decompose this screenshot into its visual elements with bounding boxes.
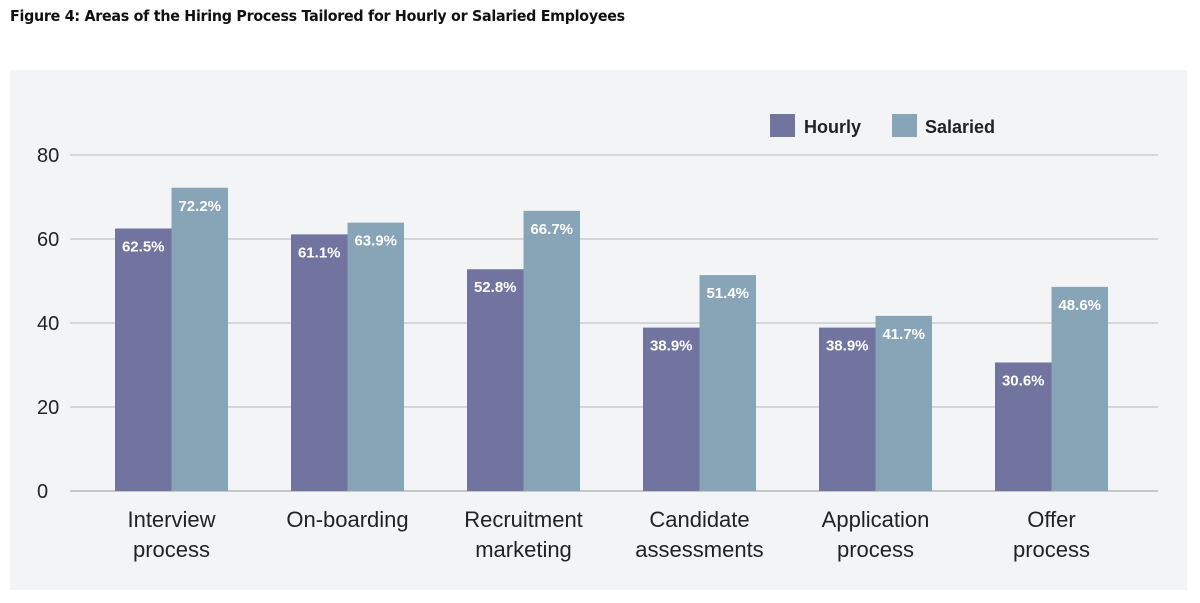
y-tick-label: 0 [37,481,48,503]
x-category-label: On-boarding [286,507,408,532]
bar-salaried [523,210,580,492]
data-label: 61.1% [298,244,341,261]
y-tick-label: 20 [37,397,59,419]
bar-salaried [1051,286,1108,491]
data-label: 41.7% [882,326,925,343]
data-label: 62.5% [122,239,165,256]
x-category-label: Recruitment marketing [464,507,583,562]
data-label: 72.2% [178,198,221,215]
x-category-label: Candidate assessments [635,507,763,562]
bar-hourly [467,269,524,491]
bar-hourly [643,327,700,491]
data-label: 48.6% [1058,297,1101,314]
x-category-label: Application process [822,507,930,562]
legend-label-hourly: Hourly [804,117,861,137]
bar-salaried [699,275,756,491]
data-label: 38.9% [650,338,693,355]
x-category-label: Interview process [127,507,215,562]
bar-hourly [291,234,348,491]
bar-hourly [819,327,876,491]
bar-hourly [995,362,1052,491]
x-category-label: Offer process [1013,507,1090,562]
data-label: 51.4% [706,285,749,302]
y-tick-label: 60 [37,229,59,251]
data-label: 38.9% [826,338,869,355]
data-label: 52.8% [474,279,517,296]
bar-salaried [171,187,228,491]
data-label: 63.9% [354,233,397,250]
bar-hourly [115,228,172,491]
bar-salaried [347,222,404,491]
bar-salaried [875,315,932,491]
figure-title: Figure 4: Areas of the Hiring Process Ta… [10,7,625,25]
legend-swatch-hourly [770,114,795,137]
legend-swatch-salaried [892,114,917,137]
data-label: 66.7% [530,221,573,238]
legend-label-salaried: Salaried [925,117,995,137]
data-label: 30.6% [1002,372,1045,389]
y-tick-label: 80 [37,145,59,167]
y-tick-label: 40 [37,313,59,335]
